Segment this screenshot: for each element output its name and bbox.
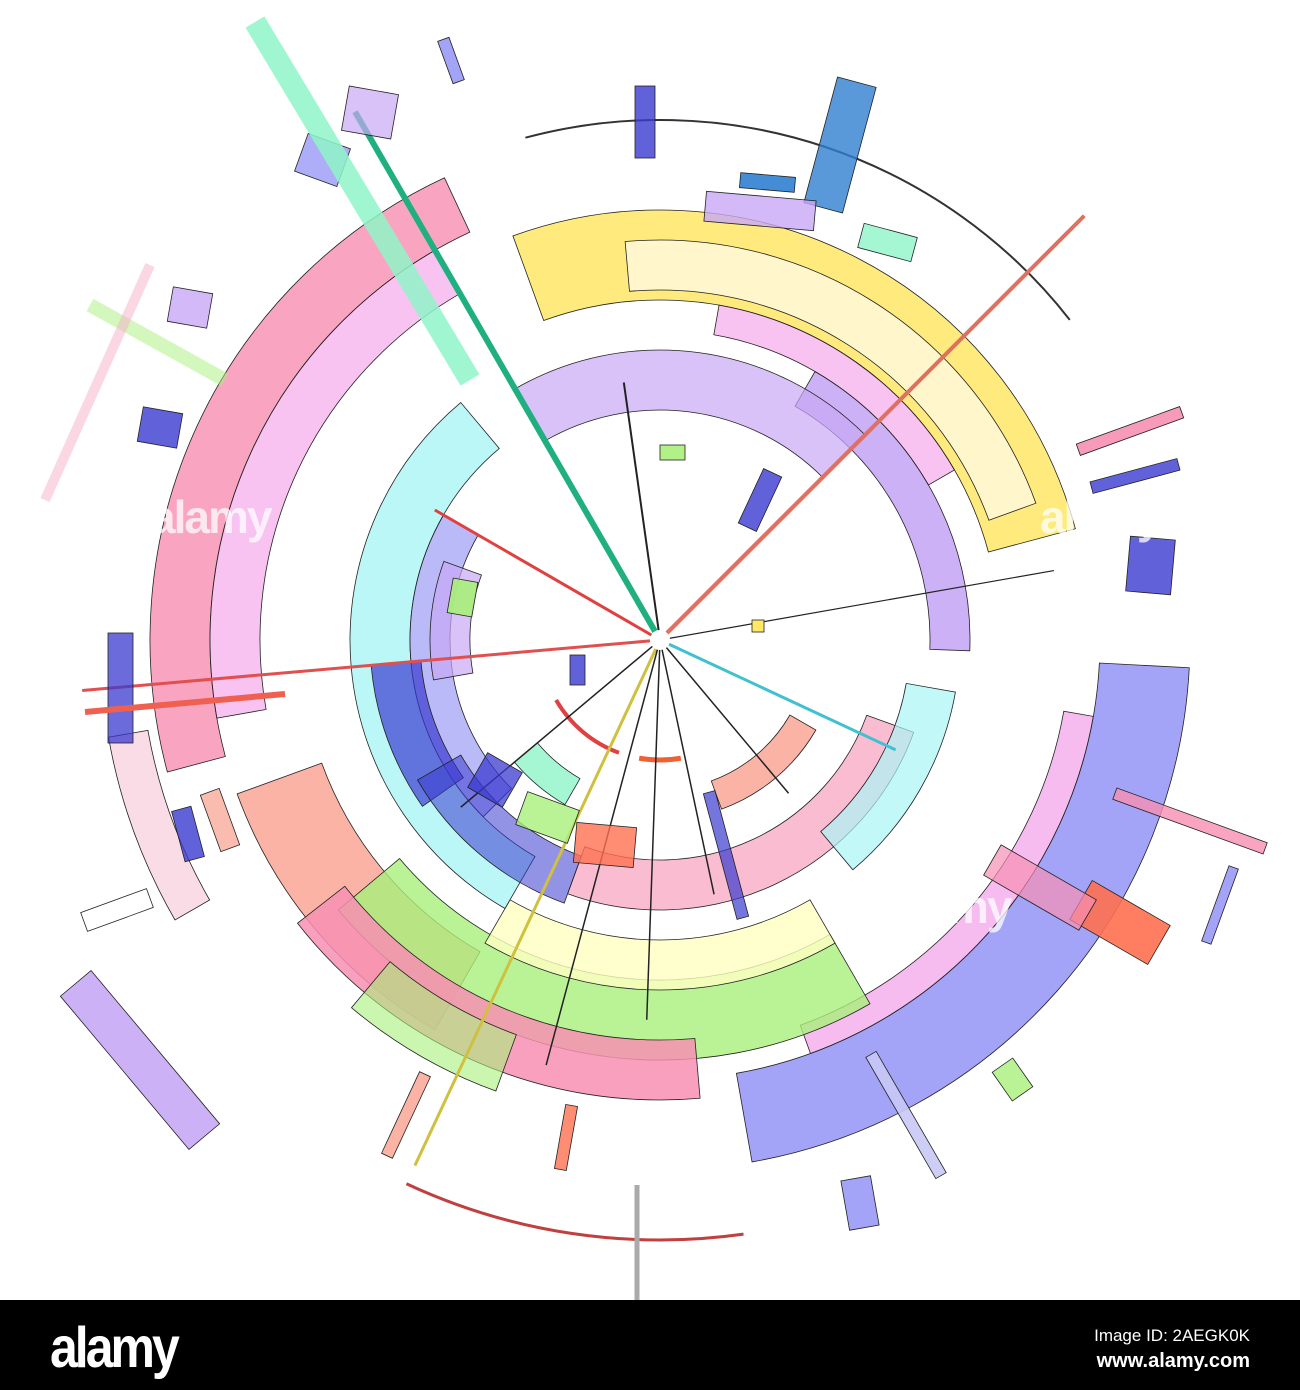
horizontal-bar — [84, 691, 286, 715]
ring-segment — [624, 239, 1037, 521]
floating-rect — [59, 969, 221, 1151]
floating-rect — [467, 752, 523, 808]
floating-rect — [703, 190, 817, 232]
floating-rect — [80, 888, 154, 932]
floating-rect — [751, 619, 765, 633]
radial-line — [665, 647, 790, 794]
radial-line — [622, 382, 660, 631]
watermark: alamy — [1040, 491, 1162, 543]
floating-rect — [739, 172, 796, 193]
ring-segment — [416, 754, 582, 904]
diagonal-bar — [245, 16, 480, 386]
floating-rect — [341, 85, 399, 140]
floating-rect — [107, 632, 134, 744]
floating-rect — [515, 791, 580, 844]
floating-rect — [737, 468, 783, 532]
floating-rect — [991, 1057, 1034, 1102]
ring-segment — [710, 714, 817, 810]
image-id: Image ID: 2AEGK0K — [1094, 1326, 1250, 1345]
abstract-circular-artwork — [40, 16, 1268, 1300]
floating-rect — [659, 444, 686, 461]
floating-rect — [865, 1050, 947, 1180]
floating-rect — [803, 76, 877, 214]
radial-line — [413, 648, 658, 1167]
floating-rect — [166, 286, 214, 329]
ring-segment — [513, 742, 581, 806]
arc-line — [638, 755, 682, 763]
floating-rect — [136, 406, 184, 449]
radial-line — [352, 110, 658, 633]
diagonal-bar — [86, 298, 229, 387]
floating-rect — [572, 822, 638, 868]
floating-rect — [569, 654, 586, 686]
floating-rect — [171, 805, 205, 863]
floating-rect — [857, 222, 918, 263]
radial-line — [434, 508, 653, 637]
radial-line — [665, 214, 1086, 635]
diagonal-bar — [40, 262, 155, 503]
floating-rect — [381, 1071, 431, 1159]
ring-segment — [108, 729, 211, 921]
ring-segment — [713, 304, 955, 486]
floating-rect — [1201, 865, 1239, 945]
footer-bar: alamy Image ID: 2AEGK0K www.alamy.com — [0, 1300, 1300, 1390]
floating-rect — [1125, 535, 1176, 596]
floating-rect — [199, 787, 241, 853]
floating-rect — [983, 844, 1097, 931]
radial-line — [82, 639, 651, 693]
floating-rect — [1089, 458, 1181, 494]
arc-line — [554, 698, 620, 755]
floating-rect — [702, 790, 750, 920]
radial-line — [668, 642, 897, 752]
watermark: alamy — [890, 881, 1012, 933]
floating-rect — [634, 85, 656, 159]
floating-rect — [1112, 787, 1268, 855]
alamy-logo: alamy — [50, 1315, 180, 1380]
watermark: alamy — [150, 491, 272, 543]
floating-rect — [437, 36, 465, 85]
floating-rect — [446, 577, 479, 618]
radial-line — [661, 649, 715, 895]
radial-line — [645, 649, 661, 1020]
ring-segment — [296, 885, 701, 1101]
website-link[interactable]: www.alamy.com — [1096, 1350, 1250, 1372]
arc-line — [405, 1182, 744, 1242]
floating-rect — [1075, 406, 1185, 456]
floating-rect — [840, 1175, 880, 1231]
floating-rect — [553, 1103, 579, 1172]
radial-line — [669, 569, 1055, 639]
ring-segment — [820, 682, 956, 871]
